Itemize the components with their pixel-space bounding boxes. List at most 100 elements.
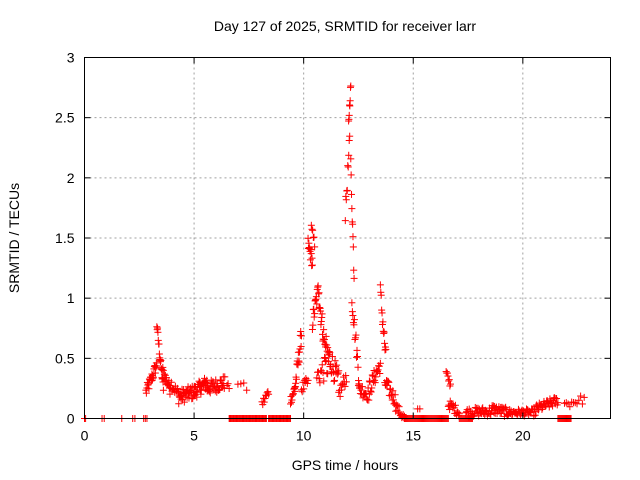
data-point <box>316 379 324 387</box>
data-point <box>378 309 386 317</box>
data-point <box>562 399 570 407</box>
data-point <box>580 393 588 401</box>
data-point <box>145 385 153 393</box>
data-point <box>320 326 328 334</box>
data-point <box>448 400 456 408</box>
data-point <box>577 392 585 400</box>
data-point <box>369 378 377 386</box>
data-point <box>369 372 377 380</box>
data-point <box>317 367 325 375</box>
data-point <box>377 291 385 299</box>
data-point <box>345 151 353 159</box>
data-point <box>331 376 339 384</box>
data-point <box>159 366 167 374</box>
data-point <box>347 82 355 90</box>
data-point <box>445 376 453 384</box>
data-point <box>538 405 546 413</box>
data-point <box>349 220 357 228</box>
data-point <box>381 339 389 347</box>
data-point <box>349 233 357 241</box>
data-point <box>368 384 376 392</box>
data-point <box>308 254 316 262</box>
data-point <box>180 398 188 406</box>
x-tick-label: 20 <box>515 428 531 444</box>
data-point <box>446 382 454 390</box>
data-point <box>292 379 300 387</box>
data-point <box>545 403 553 411</box>
data-point <box>334 370 342 378</box>
data-point <box>322 332 330 340</box>
data-point <box>325 348 333 356</box>
data-point <box>142 389 150 397</box>
data-point <box>443 369 451 377</box>
x-tick-label: 15 <box>405 428 421 444</box>
data-point <box>321 353 329 361</box>
y-tick-label: 2.5 <box>55 110 75 126</box>
data-point <box>358 383 366 391</box>
data-point <box>336 392 344 400</box>
data-point <box>490 409 498 417</box>
data-point <box>313 300 321 308</box>
data-point <box>309 321 317 329</box>
data-point <box>341 217 349 225</box>
data-point <box>333 361 341 369</box>
data-point <box>346 97 354 105</box>
data-point <box>225 385 233 393</box>
data-point <box>157 356 165 364</box>
data-point <box>304 376 312 384</box>
data-point <box>376 370 384 378</box>
data-point <box>553 395 561 403</box>
data-point <box>554 399 562 407</box>
data-point <box>221 373 229 381</box>
data-point <box>352 353 360 361</box>
data-point <box>531 411 539 419</box>
data-point <box>350 266 358 274</box>
data-point <box>387 392 395 400</box>
data-point <box>447 380 455 388</box>
data-point <box>376 281 384 289</box>
data-point <box>206 386 214 394</box>
data-point <box>311 243 319 251</box>
data-point <box>338 386 346 394</box>
data-point <box>380 328 388 336</box>
data-point <box>571 399 579 407</box>
data-point <box>175 400 183 408</box>
data-point <box>173 384 181 392</box>
data-point <box>347 155 355 163</box>
data-point <box>148 370 156 378</box>
data-point <box>206 389 214 397</box>
data-point <box>155 340 163 348</box>
x-axis-label: GPS time / hours <box>292 457 399 473</box>
data-point <box>445 377 453 385</box>
data-point <box>374 366 382 374</box>
data-point <box>332 362 340 370</box>
data-point <box>399 411 407 419</box>
data-point <box>167 378 175 386</box>
data-point <box>153 362 161 370</box>
y-axis-label: SRMTID / TECUs <box>6 183 22 293</box>
data-point <box>342 372 350 380</box>
data-points <box>81 82 588 422</box>
data-point <box>317 307 325 315</box>
data-point <box>444 372 452 380</box>
data-point <box>474 404 482 412</box>
y-tick-label: 1.5 <box>55 230 75 246</box>
y-tick-label: 2 <box>67 170 75 186</box>
data-point <box>311 310 319 318</box>
data-point <box>300 385 308 393</box>
data-point <box>304 234 312 242</box>
data-point <box>382 345 390 353</box>
data-point <box>546 395 554 403</box>
data-point <box>375 362 383 370</box>
data-point <box>349 243 357 251</box>
data-point <box>315 289 323 297</box>
data-point <box>346 132 354 140</box>
data-point <box>307 221 315 229</box>
data-point <box>395 403 403 411</box>
data-point <box>343 186 351 194</box>
x-tick-label: 0 <box>81 428 89 444</box>
data-point <box>354 352 362 360</box>
data-point <box>240 379 248 387</box>
data-point <box>328 353 336 361</box>
